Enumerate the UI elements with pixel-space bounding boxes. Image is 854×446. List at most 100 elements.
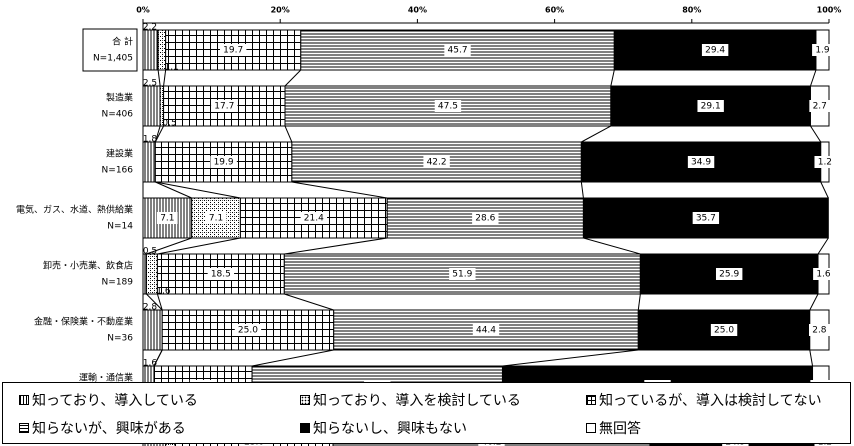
bar-segment xyxy=(637,309,811,351)
value-label-bg xyxy=(692,212,720,224)
value-label-bg xyxy=(697,100,724,112)
connector-line xyxy=(817,237,829,255)
value-label: 45.7 xyxy=(448,46,468,56)
connector-line xyxy=(154,125,165,143)
bar-segment xyxy=(142,29,159,71)
connector-line xyxy=(157,69,161,87)
legend-swatch-vlines-icon xyxy=(19,395,29,405)
category-count: N=406 xyxy=(102,110,134,120)
value-label-bg xyxy=(701,44,729,56)
connector-line xyxy=(637,293,641,311)
value-label-bg xyxy=(812,44,833,56)
category-label: 合 計 xyxy=(112,36,133,48)
bar-segment xyxy=(142,309,163,351)
x-tick-label: 100% xyxy=(817,6,842,15)
value-label-bg xyxy=(809,100,831,112)
category-label: 運輸・通信業 xyxy=(79,372,133,384)
connector-line xyxy=(284,293,334,311)
connector-line xyxy=(155,181,241,199)
x-tick-label: 80% xyxy=(682,6,701,15)
value-label: 0.5 xyxy=(162,119,176,129)
value-label: 1.6 xyxy=(143,359,158,369)
category-count: N=189 xyxy=(102,278,134,288)
value-label: 47.5 xyxy=(438,102,458,112)
value-label-bg xyxy=(423,156,450,168)
value-label-bg xyxy=(210,156,237,168)
value-label: 34.9 xyxy=(691,158,711,168)
connector-line xyxy=(809,293,819,311)
value-label: 1.1 xyxy=(164,63,178,73)
connector-line xyxy=(156,293,163,311)
value-label-bg xyxy=(715,268,743,280)
value-label: 51.9 xyxy=(452,270,472,280)
x-tick-label: 60% xyxy=(545,6,564,15)
category-count: N=1,405 xyxy=(93,54,133,64)
connector-line xyxy=(583,237,641,255)
bar-segment xyxy=(142,85,161,127)
value-label-bg xyxy=(687,156,715,168)
value-label: 7.1 xyxy=(160,214,174,224)
value-label: 2.2 xyxy=(143,23,157,33)
bar-segment xyxy=(142,253,147,295)
legend-item-grid: 知っているが、導入は検討してない xyxy=(586,390,822,410)
value-label-bg xyxy=(205,212,227,224)
value-label-bg xyxy=(808,324,830,336)
value-label: 17.7 xyxy=(214,102,234,112)
value-label: 2.5 xyxy=(143,79,157,89)
bar-segment xyxy=(142,141,156,183)
connector-line xyxy=(580,181,584,199)
value-label-bg xyxy=(211,100,238,112)
category-count: N=36 xyxy=(107,334,133,344)
value-label: 29.1 xyxy=(701,102,721,112)
connector-line xyxy=(810,125,822,143)
value-label: 42.2 xyxy=(427,158,447,168)
connector-line xyxy=(809,349,814,367)
connector-line xyxy=(502,349,639,367)
legend-swatch-grid-icon xyxy=(586,395,596,405)
connector-line xyxy=(610,69,615,87)
legend: 知っており、導入している 知っており、導入を検討している 知っているが、導入は検… xyxy=(2,382,851,444)
legend-swatch-black-icon xyxy=(300,423,310,433)
value-label: 7.1 xyxy=(209,214,223,224)
value-label: 44.4 xyxy=(476,326,496,336)
legend-swatch-white-icon xyxy=(586,423,596,433)
value-label: 1.6 xyxy=(816,270,831,280)
category-label: 卸売・小売業、飲食店 xyxy=(43,260,133,272)
value-label: 28.6 xyxy=(475,214,495,224)
category-label: 製造業 xyxy=(106,92,133,104)
value-label: 0.5 xyxy=(143,247,157,257)
connector-line xyxy=(251,349,334,367)
legend-swatch-dots-icon xyxy=(300,395,310,405)
value-label: 2.7 xyxy=(813,102,827,112)
connector-line xyxy=(284,237,388,255)
connector-line xyxy=(284,125,293,143)
category-label: 電気、ガス、水道、熱供給業 xyxy=(16,204,133,216)
value-label-bg xyxy=(434,100,462,112)
category-count: N=14 xyxy=(107,222,133,232)
value-label-bg xyxy=(156,212,178,224)
value-label: 19.9 xyxy=(214,158,234,168)
value-label: 19.7 xyxy=(223,46,243,56)
connector-line xyxy=(581,125,612,143)
category-label: 建設業 xyxy=(106,148,133,160)
legend-item-dots: 知っており、導入を検討している xyxy=(300,390,521,410)
connector-line xyxy=(146,237,192,255)
value-label-bg xyxy=(814,156,836,168)
category-count: N=166 xyxy=(102,166,134,176)
value-label: 21.4 xyxy=(304,214,324,224)
value-label-bg xyxy=(813,268,834,280)
value-label: 18.5 xyxy=(211,270,231,280)
connector-line xyxy=(157,237,241,255)
value-label-bg xyxy=(472,324,500,336)
connector-line xyxy=(163,69,167,87)
legend-item-white: 無回答 xyxy=(586,418,641,438)
value-label: 1.8 xyxy=(143,135,158,145)
value-label-bg xyxy=(444,44,471,56)
value-label: 1.9 xyxy=(815,46,830,56)
value-label-bg xyxy=(207,268,235,280)
legend-label: 知っているが、導入は検討してない xyxy=(599,393,822,409)
value-label: 2.8 xyxy=(143,303,158,313)
connector-line xyxy=(154,125,161,143)
value-label-bg xyxy=(710,324,738,336)
